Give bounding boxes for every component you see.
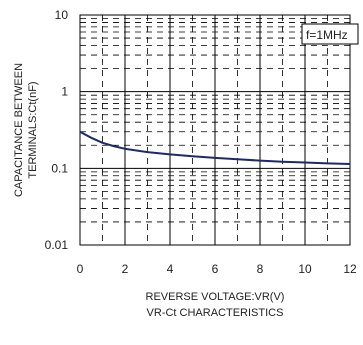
y-axis-title-line-1: CAPACITANCE BETWEEN xyxy=(13,63,25,197)
x-tick-label: 12 xyxy=(343,262,357,276)
annotation-frame xyxy=(301,23,359,45)
chart-caption: VR-Ct CHARACTERISTICS xyxy=(147,307,284,319)
x-tick-label: 6 xyxy=(212,262,219,276)
annotation-box: f=1MHz xyxy=(301,23,359,45)
x-tick-label: 2 xyxy=(122,262,129,276)
major-grid xyxy=(80,15,350,245)
x-tick-label: 8 xyxy=(257,262,264,276)
plot-area-frame xyxy=(79,14,351,246)
y-axis-title-line-2: TERMINALS:Ct(nF) xyxy=(27,81,39,178)
annotation-text: f=1MHz xyxy=(306,28,348,42)
x-tick-label: 4 xyxy=(167,262,174,276)
x-axis-title: REVERSE VOLTAGE:VR(V) xyxy=(146,291,285,303)
x-tick-label: 10 xyxy=(298,262,312,276)
series-line xyxy=(79,130,351,165)
tick-labels: 0 2 4 6 8 10 12 0.01 0.1 1 10 xyxy=(45,8,357,276)
y-tick-label: 0.1 xyxy=(51,161,68,175)
y-tick-label: 10 xyxy=(55,8,69,22)
y-tick-label: 0.01 xyxy=(45,238,69,252)
y-axis-title: CAPACITANCE BETWEEN TERMINALS:Ct(nF) xyxy=(13,63,39,197)
series-layer xyxy=(79,130,351,165)
x-tick-label: 0 xyxy=(77,262,84,276)
y-tick-label: 1 xyxy=(61,85,68,99)
